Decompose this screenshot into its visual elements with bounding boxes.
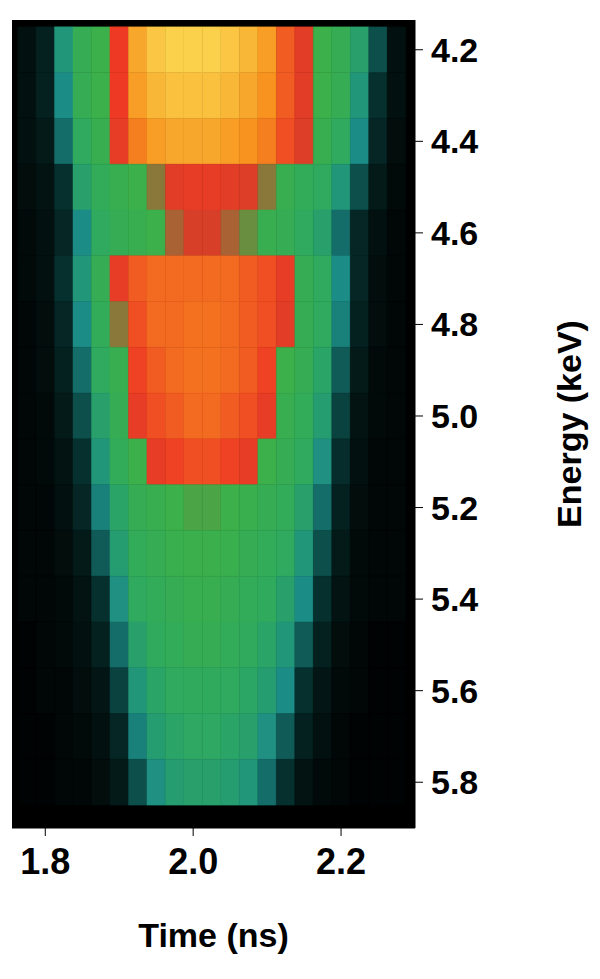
svg-text:2.2: 2.2 — [316, 841, 366, 882]
svg-text:4.8: 4.8 — [431, 305, 478, 343]
svg-text:Time (ns): Time (ns) — [138, 916, 289, 954]
svg-text:4.2: 4.2 — [431, 31, 478, 69]
svg-text:2.0: 2.0 — [168, 841, 218, 882]
svg-text:4.4: 4.4 — [431, 122, 478, 160]
svg-text:Energy (keV): Energy (keV) — [550, 320, 588, 528]
svg-text:5.8: 5.8 — [431, 763, 478, 801]
svg-text:1.8: 1.8 — [20, 841, 70, 882]
svg-text:5.2: 5.2 — [431, 489, 478, 527]
svg-text:5.6: 5.6 — [431, 672, 478, 710]
svg-text:4.6: 4.6 — [431, 214, 478, 252]
svg-text:5.4: 5.4 — [431, 580, 478, 618]
svg-text:5.0: 5.0 — [431, 397, 478, 435]
